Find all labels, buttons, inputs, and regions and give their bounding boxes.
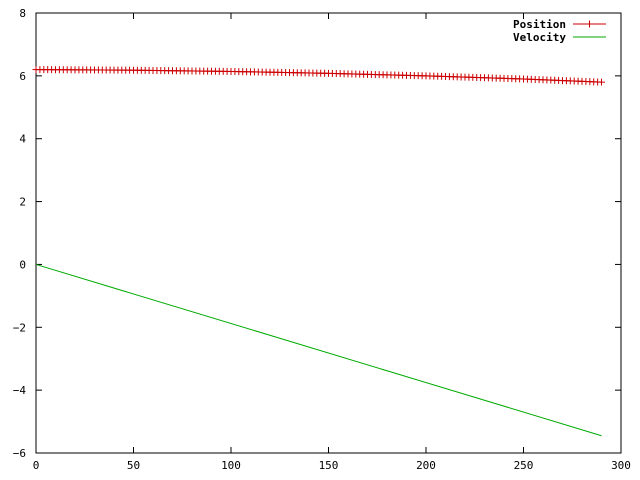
series-velocity xyxy=(35,263,602,437)
series-position xyxy=(32,66,605,86)
y-tick-label: 6 xyxy=(19,70,26,83)
x-tick-label: 300 xyxy=(611,459,631,472)
y-tick-label: −4 xyxy=(13,384,27,397)
series-line xyxy=(35,69,602,83)
y-tick-label: 4 xyxy=(19,133,26,146)
y-tick-label: 2 xyxy=(19,196,26,209)
x-axis: 0 50 100 150 200 250 300 xyxy=(33,13,631,472)
legend-label: Position xyxy=(513,18,566,31)
legend-label: Velocity xyxy=(513,31,566,44)
y-tick-label: −6 xyxy=(13,447,26,460)
x-tick-label: 0 xyxy=(33,459,40,472)
x-tick-label: 250 xyxy=(514,459,534,472)
x-tick-label: 100 xyxy=(221,459,241,472)
y-tick-label: 0 xyxy=(19,258,26,271)
y-tick-label: −2 xyxy=(13,321,26,334)
x-tick-label: 50 xyxy=(127,459,140,472)
series-layer xyxy=(32,66,605,437)
y-tick-label: 8 xyxy=(19,7,26,20)
x-tick-label: 200 xyxy=(416,459,436,472)
series-line xyxy=(35,263,602,437)
x-tick-label: 150 xyxy=(319,459,339,472)
